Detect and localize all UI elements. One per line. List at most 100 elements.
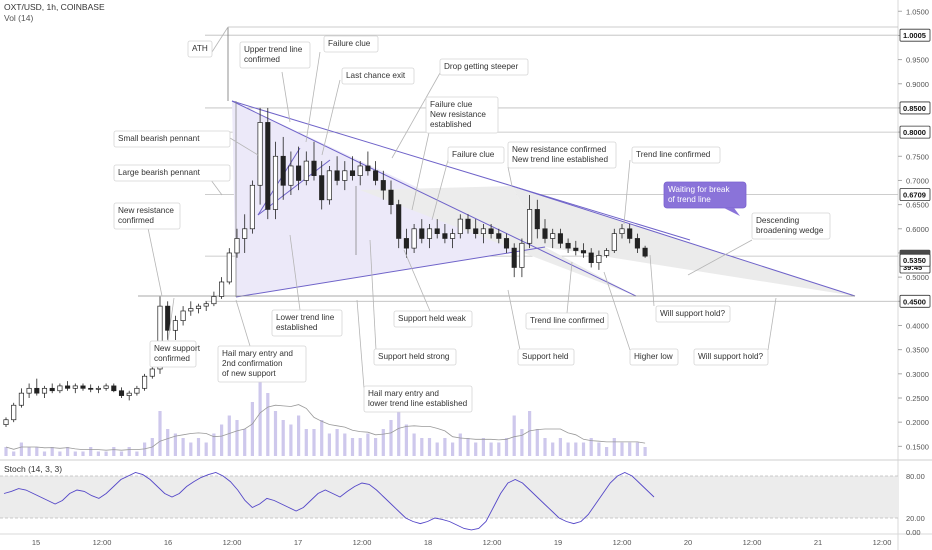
- volume-bar: [597, 442, 601, 456]
- candle-body: [542, 228, 548, 239]
- candle-body: [34, 387, 40, 394]
- candle-body: [26, 387, 32, 394]
- upper-trend-line: [231, 100, 691, 241]
- volume-bar: [443, 438, 447, 456]
- annotation-text: New resistance confirmed: [512, 145, 607, 154]
- volume-label[interactable]: Vol (14): [4, 13, 34, 23]
- x-tick-label: 16: [164, 538, 172, 547]
- candle-body: [380, 180, 386, 191]
- x-tick-label: 12:00: [873, 538, 892, 547]
- candle-body: [349, 170, 356, 176]
- annotation-text: 2nd confirmation: [222, 359, 283, 368]
- annotation-box: [525, 312, 609, 330]
- annotation-pointer: [369, 239, 377, 351]
- candle-body: [326, 170, 332, 201]
- annotation-pointer: [289, 234, 301, 311]
- price-axis[interactable]: 1.05001.00000.95000.90000.85000.80000.75…: [898, 7, 931, 537]
- annotation-box: [239, 41, 311, 69]
- symbol-title[interactable]: OXT/USD, 1h, COINBASE: [4, 2, 105, 12]
- y-tick-label: 0.1500: [906, 442, 929, 451]
- volume-bar: [435, 442, 439, 456]
- volume-bar: [27, 447, 31, 456]
- stoch-tick-label: 20.00: [906, 514, 925, 523]
- annotation-pointer: [305, 51, 321, 143]
- volume-bar: [19, 442, 23, 456]
- candle-body: [373, 170, 379, 181]
- volume-bar: [397, 402, 401, 456]
- volume-bar: [289, 424, 293, 456]
- annotation-box: [655, 305, 731, 323]
- volume-bar: [135, 451, 139, 456]
- volume-bar: [166, 429, 170, 456]
- y-tick-label: 0.4000: [906, 321, 929, 330]
- annotation-text: Failure clue: [328, 39, 371, 48]
- candle-body: [18, 392, 24, 406]
- candle-body: [3, 419, 9, 425]
- annotation-text: Small bearish pennant: [118, 134, 200, 143]
- annotation-box: [363, 385, 473, 413]
- volume-bar: [173, 433, 177, 456]
- time-axis[interactable]: 15 12:00 16 12:00 17 12:00 18 12:00 19 12:00 20 12:…: [32, 538, 892, 547]
- price-label-text: 0.6709: [903, 191, 926, 200]
- candle-body: [419, 228, 425, 239]
- candle-body: [557, 233, 563, 244]
- stoch-tick-label: 0.00: [906, 528, 921, 537]
- volume-bar: [250, 402, 254, 456]
- volume-bar: [243, 429, 247, 456]
- candle-body: [265, 122, 271, 210]
- annotation-box: [113, 130, 231, 148]
- candle-body: [180, 310, 186, 321]
- volume-bar: [427, 438, 432, 456]
- volume-bar: [50, 447, 54, 456]
- annotation-text: Descending: [756, 216, 800, 225]
- annotation-pointer: [507, 166, 513, 187]
- y-tick-label: 1.0500: [906, 7, 929, 16]
- candle-body: [642, 247, 648, 257]
- volume-bar: [312, 429, 316, 456]
- candle-body: [88, 387, 94, 390]
- candle-body: [203, 303, 209, 307]
- price-label-text: 0.8500: [903, 104, 926, 113]
- volume-bar: [389, 420, 393, 456]
- candle-body: [242, 228, 248, 239]
- volume-bar: [512, 415, 516, 456]
- volume-bar: [204, 442, 208, 456]
- volume-bar: [528, 411, 532, 456]
- candle-body: [149, 368, 155, 377]
- candle-body: [457, 218, 463, 234]
- stoch-band: [0, 476, 898, 518]
- annotation-pointer: [431, 159, 449, 221]
- candles: [3, 107, 648, 427]
- y-tick-label: 0.5000: [906, 273, 929, 282]
- candle-body: [195, 305, 202, 309]
- candle-body: [619, 228, 625, 234]
- candle-body: [234, 238, 240, 254]
- volume-bar: [374, 438, 378, 456]
- candle-body: [165, 305, 171, 331]
- volume-bar: [504, 438, 509, 456]
- volume-bar: [566, 442, 570, 456]
- stoch-label[interactable]: Stoch (14, 3, 3): [4, 464, 63, 474]
- volume-bars: [4, 366, 647, 456]
- annotation-box: [113, 202, 181, 230]
- x-tick-label: 20: [684, 538, 692, 547]
- annotation-pointer: [281, 71, 291, 123]
- annotation-box: [693, 348, 769, 366]
- y-tick-label: 0.3500: [906, 346, 929, 355]
- volume-bar: [574, 442, 578, 456]
- annotation-text: Support held strong: [378, 352, 450, 361]
- volume-bar: [258, 366, 262, 456]
- annotation-box: [217, 345, 307, 383]
- candle-body: [257, 122, 263, 186]
- volume-bar: [12, 451, 16, 456]
- annotation-text: Trend line confirmed: [636, 150, 711, 159]
- volume-bar: [189, 442, 193, 456]
- candle-body: [134, 387, 140, 394]
- candle-body: [226, 252, 232, 283]
- y-tick-label: 0.7500: [906, 152, 929, 161]
- chart-header: OXT/USD, 1h, COINBASE Vol (14): [4, 2, 105, 24]
- annotation-pointer: [356, 299, 365, 389]
- volume-bar: [581, 442, 586, 456]
